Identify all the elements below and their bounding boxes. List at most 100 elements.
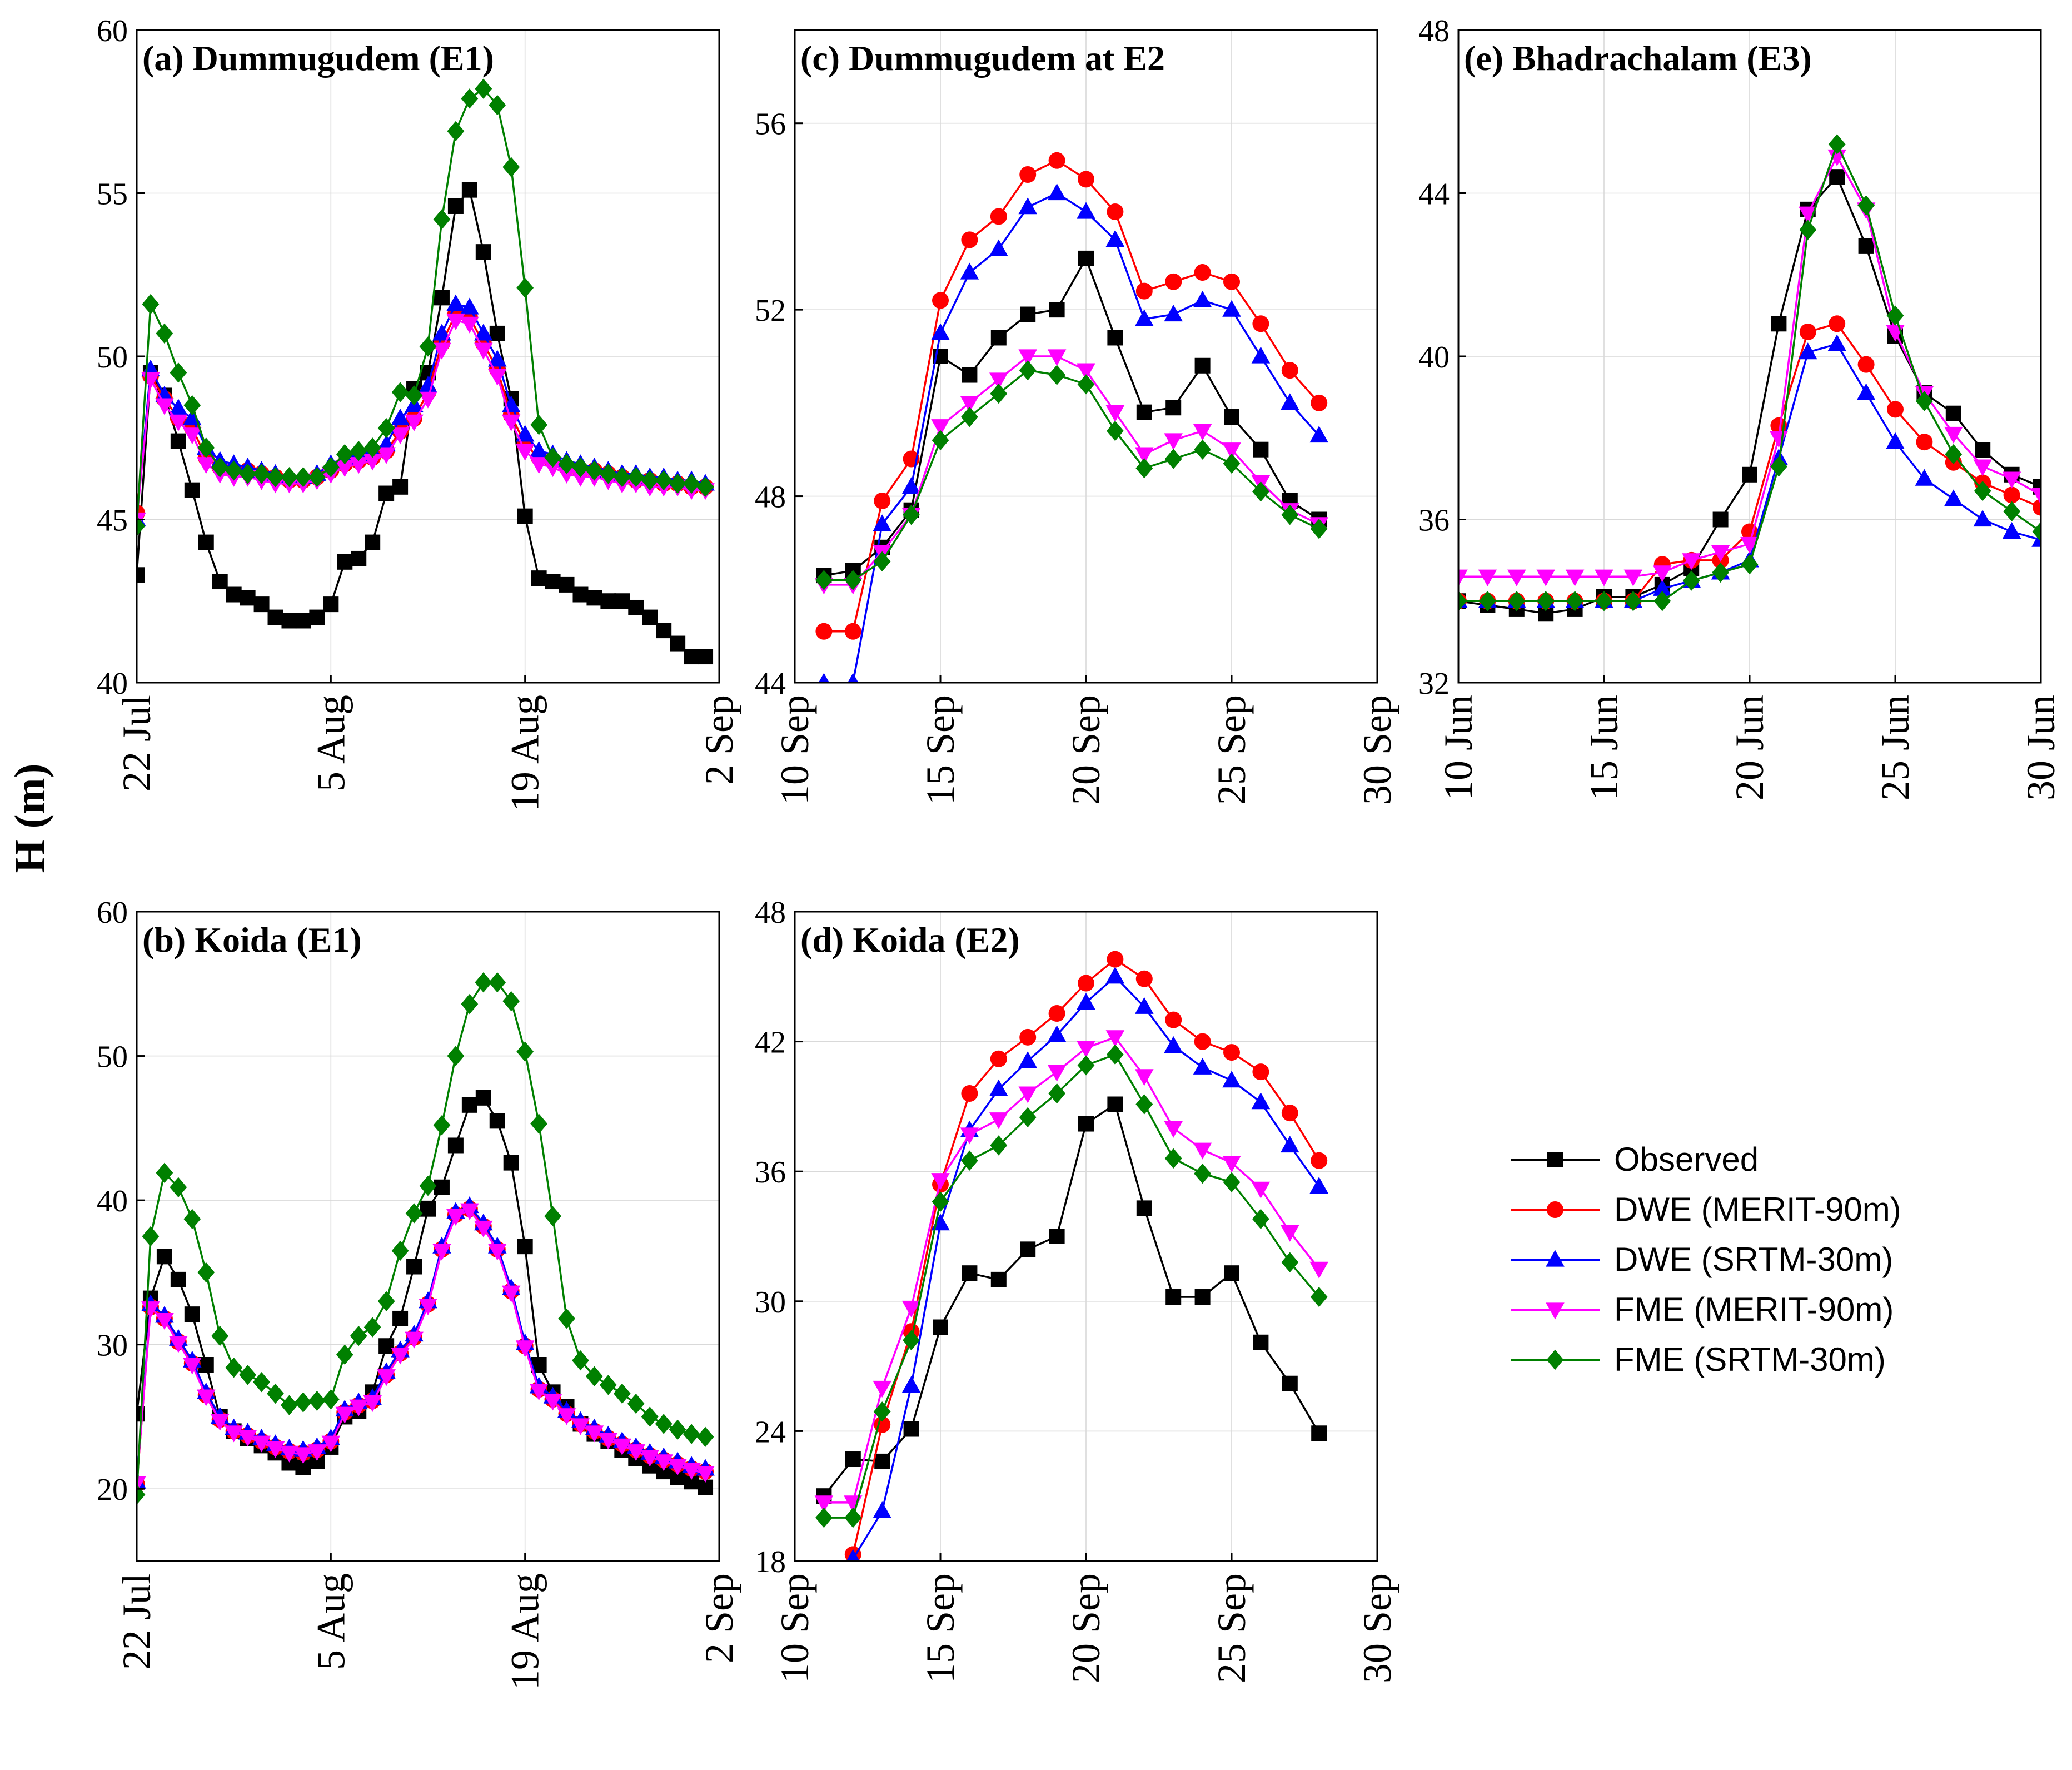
panel-a-point-observed-6 bbox=[212, 574, 228, 590]
panel-c-point-fme-srtm-30m-12 bbox=[1164, 449, 1182, 469]
panel-e-ytick-label-40: 40 bbox=[1418, 340, 1450, 375]
panel-d-point-fme-srtm-30m-13 bbox=[1194, 1163, 1211, 1184]
panel-a-point-fme-merit-90m-30 bbox=[543, 460, 562, 478]
panel-a-point-fme-srtm-30m-31 bbox=[558, 454, 575, 474]
panel-a-point-observed-8 bbox=[240, 590, 256, 606]
panel-e-point-dwe-merit-90m-14 bbox=[1857, 356, 1875, 373]
panel-a-point-observed-4 bbox=[184, 482, 200, 498]
panel-b-point-fme-merit-90m-37 bbox=[640, 1450, 660, 1467]
panel-b-point-fme-merit-90m-27 bbox=[501, 1285, 521, 1302]
panel-b-point-fme-srtm-30m-27 bbox=[502, 991, 520, 1012]
panel-a-point-fme-srtm-30m-22 bbox=[433, 209, 451, 230]
panel-e-point-fme-srtm-30m-13 bbox=[1828, 134, 1846, 155]
panel-e-ytick-label-32: 32 bbox=[1418, 667, 1450, 701]
panel-b-point-observed-21 bbox=[420, 1201, 436, 1217]
panel-e-point-dwe-srtm-30m-16 bbox=[1915, 469, 1934, 486]
panel-d-point-observed-16 bbox=[1282, 1375, 1298, 1391]
panel-b-point-fme-merit-90m-17 bbox=[363, 1395, 382, 1412]
panel-b-point-fme-srtm-30m-18 bbox=[377, 1291, 395, 1311]
panel-a-point-dwe-srtm-30m-23 bbox=[446, 294, 465, 311]
panel-c-point-fme-srtm-30m-7 bbox=[1019, 360, 1037, 381]
panel-c-ytick-label-52: 52 bbox=[755, 294, 786, 328]
panel-d-point-dwe-merit-90m-13 bbox=[1194, 1033, 1211, 1050]
panel-c-point-dwe-srtm-30m-7 bbox=[1018, 197, 1037, 215]
panel-c-point-observed-6 bbox=[990, 330, 1007, 346]
panel-e-ytick-label-36: 36 bbox=[1418, 504, 1450, 538]
panel-d-xtick-label-4: 30 Sep bbox=[1355, 1573, 1399, 1683]
panel-e-point-fme-merit-90m-4 bbox=[1565, 569, 1585, 586]
panel-b-point-fme-srtm-30m-34 bbox=[599, 1375, 617, 1395]
panel-d-point-observed-5 bbox=[962, 1265, 978, 1281]
panel-d-point-observed-4 bbox=[933, 1319, 948, 1335]
panel-b-point-fme-srtm-30m-41 bbox=[696, 1426, 714, 1447]
panel-e-xtick-label-1: 15 Jun bbox=[1582, 695, 1626, 801]
panel-c-point-fme-merit-90m-13 bbox=[1193, 424, 1212, 441]
panel-d-xtick-label-1: 15 Sep bbox=[918, 1573, 963, 1683]
panel-e-point-fme-merit-90m-8 bbox=[1682, 553, 1701, 570]
panel-b-point-fme-merit-90m-10 bbox=[266, 1441, 285, 1459]
panel-b-point-fme-merit-90m-24 bbox=[460, 1203, 479, 1220]
panel-e-point-fme-srtm-30m-19 bbox=[2003, 501, 2020, 522]
panel-a-point-fme-srtm-30m-4 bbox=[183, 395, 201, 416]
panel-a-point-fme-srtm-30m-5 bbox=[197, 437, 215, 458]
panel-b-point-observed-22 bbox=[434, 1179, 450, 1195]
panel-b-point-observed-4 bbox=[184, 1306, 200, 1322]
panel-d-point-fme-merit-90m-7 bbox=[1018, 1086, 1037, 1103]
panel-a-point-fme-srtm-30m-14 bbox=[322, 457, 340, 478]
panel-a-point-fme-srtm-30m-27 bbox=[502, 157, 520, 177]
panel-a-point-fme-merit-90m-3 bbox=[169, 414, 188, 431]
panel-b-point-fme-srtm-30m-12 bbox=[295, 1392, 312, 1413]
panel-d-point-dwe-srtm-30m-13 bbox=[1193, 1057, 1212, 1075]
legend-entry-fme-merit-90m: FME (MERIT-90m) bbox=[1511, 1291, 1894, 1328]
panel-b-point-observed-20 bbox=[406, 1259, 422, 1275]
panel-c-point-observed-7 bbox=[1020, 306, 1036, 322]
panel-d-point-fme-srtm-30m-7 bbox=[1019, 1107, 1037, 1128]
panel-c-point-observed-11 bbox=[1136, 404, 1152, 420]
panel-a-point-fme-srtm-30m-28 bbox=[516, 277, 534, 298]
panel-c-point-dwe-merit-90m-2 bbox=[874, 492, 891, 509]
panel-a-xtick-label-2: 19 Aug bbox=[503, 695, 547, 812]
panel-d-point-fme-merit-90m-11 bbox=[1135, 1069, 1154, 1086]
panel-b-point-fme-merit-90m-13 bbox=[307, 1444, 327, 1461]
panel-e-point-fme-merit-90m-7 bbox=[1653, 565, 1672, 583]
panel-c-point-dwe-merit-90m-13 bbox=[1194, 264, 1211, 281]
panel-d-point-dwe-merit-90m-12 bbox=[1165, 1011, 1182, 1028]
panel-a-point-fme-srtm-30m-24 bbox=[461, 88, 479, 109]
panel-c-point-dwe-merit-90m-0 bbox=[815, 623, 833, 640]
panel-b-point-fme-srtm-30m-7 bbox=[225, 1357, 243, 1378]
panel-d-point-dwe-merit-90m-11 bbox=[1135, 970, 1153, 987]
panel-c-xtick-label-0: 10 Sep bbox=[773, 695, 817, 805]
panel-a-xtick-label-1: 5 Aug bbox=[308, 695, 353, 792]
panel-b-ytick-label-60: 60 bbox=[97, 896, 128, 930]
panel-e-xtick-label-0: 10 Jun bbox=[1436, 695, 1481, 801]
panel-a-point-fme-merit-90m-31 bbox=[557, 466, 576, 484]
panel-d-point-dwe-srtm-30m-12 bbox=[1164, 1036, 1183, 1053]
panel-a-point-observed-40 bbox=[684, 649, 700, 665]
panel-d-point-fme-merit-90m-4 bbox=[931, 1173, 950, 1190]
legend-label-dwe-merit-90m: DWE (MERIT-90m) bbox=[1614, 1191, 1901, 1228]
panel-a-point-observed-31 bbox=[559, 576, 575, 593]
panel-e-point-observed-18 bbox=[1975, 442, 1991, 458]
panel-d-point-observed-15 bbox=[1253, 1334, 1269, 1350]
panel-b-ytick-label-40: 40 bbox=[97, 1184, 128, 1219]
panel-a-point-fme-merit-90m-26 bbox=[487, 369, 507, 386]
panel-d-point-observed-3 bbox=[903, 1421, 919, 1437]
panel-b-point-fme-srtm-30m-29 bbox=[530, 1113, 548, 1134]
panel-a-point-fme-srtm-30m-36 bbox=[627, 466, 645, 488]
panel-d-point-dwe-srtm-30m-9 bbox=[1077, 993, 1095, 1010]
panel-b-point-fme-merit-90m-30 bbox=[543, 1394, 562, 1411]
legend-label-fme-merit-90m: FME (MERIT-90m) bbox=[1614, 1291, 1894, 1328]
panel-e-point-fme-srtm-30m-14 bbox=[1857, 195, 1875, 216]
panel-a-point-fme-srtm-30m-9 bbox=[253, 464, 270, 484]
legend: Observed DWE (MERIT-90m) DWE (SRTM-30m) FME… bbox=[1511, 1141, 1901, 1378]
panel-b-point-fme-merit-90m-25 bbox=[474, 1220, 493, 1237]
panel-e-ytick-label-48: 48 bbox=[1418, 14, 1450, 48]
panel-d-point-fme-srtm-30m-12 bbox=[1164, 1148, 1182, 1169]
panel-a-point-fme-merit-90m-22 bbox=[432, 342, 451, 360]
panel-d-ytick-label-42: 42 bbox=[755, 1026, 786, 1060]
panel-e-point-dwe-srtm-30m-14 bbox=[1856, 383, 1876, 400]
panel-a-point-fme-srtm-30m-3 bbox=[170, 362, 187, 383]
panel-d-point-dwe-merit-90m-10 bbox=[1107, 951, 1124, 968]
panel-b-point-fme-srtm-30m-9 bbox=[253, 1371, 270, 1393]
